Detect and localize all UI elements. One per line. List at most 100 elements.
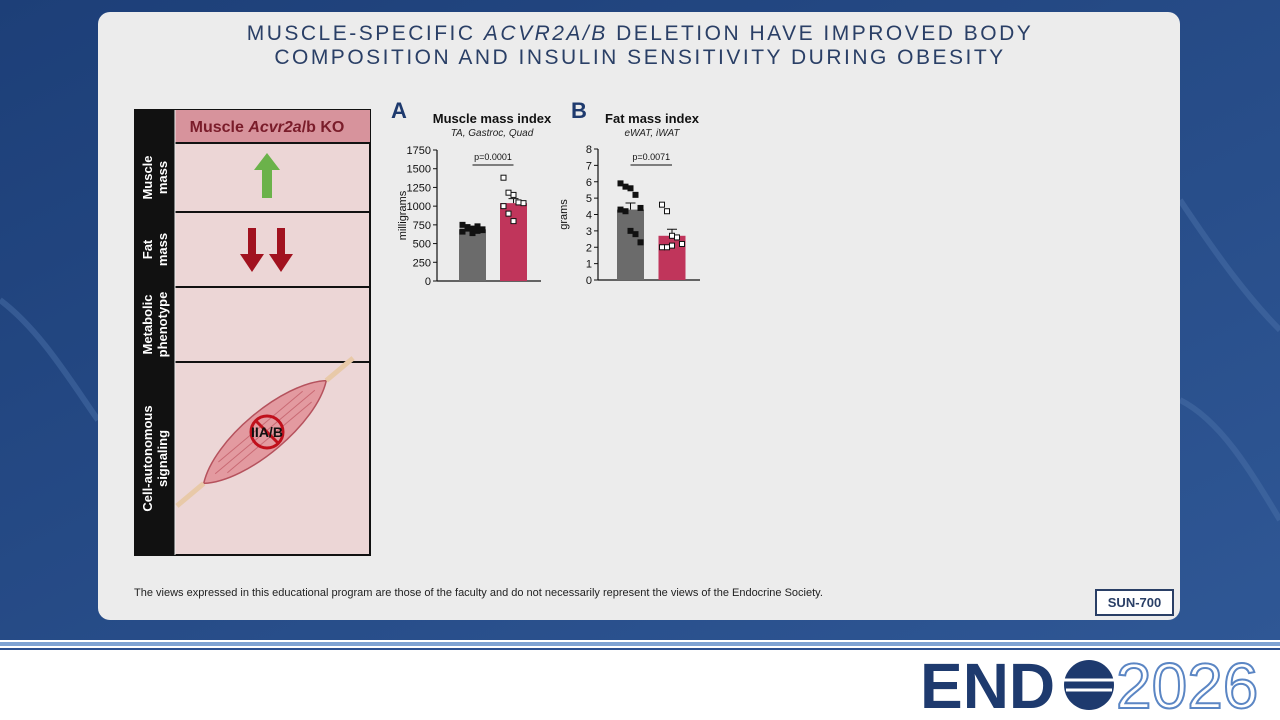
logo-year: 2026 [1116,650,1258,720]
up-arrow [254,153,280,198]
row-label-line: Metabolic [140,295,155,355]
chart-title: Fat mass index [605,111,700,126]
texture [0,198,1280,522]
y-tick-label: 4 [586,210,592,222]
row-label: Musclemass [140,155,170,199]
data-point [669,242,675,249]
y-tick-label: 1250 [407,182,431,194]
y-tick-label: 250 [413,257,431,269]
data-point [469,230,476,237]
y-tick-label: 2 [586,242,592,254]
data-point [627,185,634,192]
data-point [622,208,629,215]
data-point [674,234,680,241]
header-text: Muscle Acvr2a/b KO [190,119,345,136]
row-label: Metabolicphenotype [140,292,170,358]
inhibit-slash [254,419,280,445]
panel-letter: A [391,98,407,123]
logo-globe [1064,660,1114,710]
p-value: p=0.0001 [474,152,512,162]
inhibit-circle [249,414,285,450]
header-cell [175,110,370,143]
data-point [510,218,517,225]
data-point [617,180,624,187]
chart-subtitle: eWAT, iWAT [624,128,680,139]
poster-code: SUN-700 [1108,595,1161,610]
y-tick-label: 6 [586,177,592,189]
data-point [500,203,507,210]
error-bar [625,202,636,210]
data-point [679,240,685,247]
data-point [627,227,634,234]
data-point [464,225,471,232]
stripe [0,642,1280,646]
data-point [622,183,629,190]
data-point [459,228,466,235]
error-bar [508,198,519,204]
header-part: Muscle [190,119,249,136]
row-label-line: signaling [155,430,170,487]
slide-title: MUSCLE-SPECIFIC ACVR2A/B DELETION HAVE I… [190,22,1090,70]
y-tick-label: 8 [586,144,592,156]
receptor-label: IIA/B [251,424,283,440]
data-point [505,189,512,196]
row-label-line: mass [155,233,170,266]
chart-subtitle: TA, Gastroc, Quad [451,128,534,139]
y-tick-label: 0 [425,276,431,288]
data-point [500,174,507,181]
chart-title: Muscle mass index [433,111,552,126]
y-tick-label: 1500 [407,164,431,176]
down-arrow [269,228,293,272]
bar [500,203,527,281]
header-gene: Acvr2a [247,119,301,136]
p-value: p=0.0071 [632,152,670,162]
data-point [664,208,670,215]
row-label-line: Fat [140,239,155,259]
stripe [0,648,1280,650]
data-point [459,221,466,228]
row-label-line: Cell-autonomous [140,405,155,511]
y-tick-label: 7 [586,160,592,172]
data-point [520,200,527,207]
row-label: Fatmass [140,233,170,266]
y-axis-label: grams [558,199,570,230]
disclaimer: The views expressed in this educational … [134,587,823,599]
data-point [637,239,644,246]
data-point [664,244,670,251]
panel-letter: B [571,98,587,123]
y-tick-label: 5 [586,193,592,205]
data-point [617,206,624,213]
logo-brand: END [920,650,1055,720]
y-tick-label: 3 [586,226,592,238]
header-part: /b KO [302,119,345,136]
y-tick-label: 1750 [407,145,431,157]
title-gene: ACVR2A/B [483,22,608,45]
title-part: DELETION HAVE IMPROVED BODY COMPOSITION … [274,22,1034,69]
data-point [659,201,665,208]
data-point [632,231,639,238]
data-point [510,191,517,198]
code-box [1095,589,1174,616]
row-label: Cell-autonomoussignaling [140,405,170,511]
data-point [659,244,665,251]
data-point [515,199,522,206]
y-tick-label: 750 [413,220,431,232]
row-label-line: phenotype [155,292,170,358]
down-arrow [240,228,264,272]
row-label-line: Muscle [140,155,155,199]
row-label-line: mass [155,161,170,194]
data-point [669,232,675,239]
y-tick-label: 1000 [407,201,431,213]
data-point [637,204,644,211]
y-tick-label: 0 [586,275,592,287]
label-column [135,110,175,555]
bar [459,229,486,281]
data-point [474,227,481,234]
y-axis-label: milligrams [397,190,409,240]
data-point [632,191,639,198]
title-part: MUSCLE-SPECIFIC [246,22,484,45]
data-point [479,226,486,233]
phenotype-table: Muscle Acvr2a/b KO IIA/B [134,109,371,556]
y-tick-label: 500 [413,239,431,251]
